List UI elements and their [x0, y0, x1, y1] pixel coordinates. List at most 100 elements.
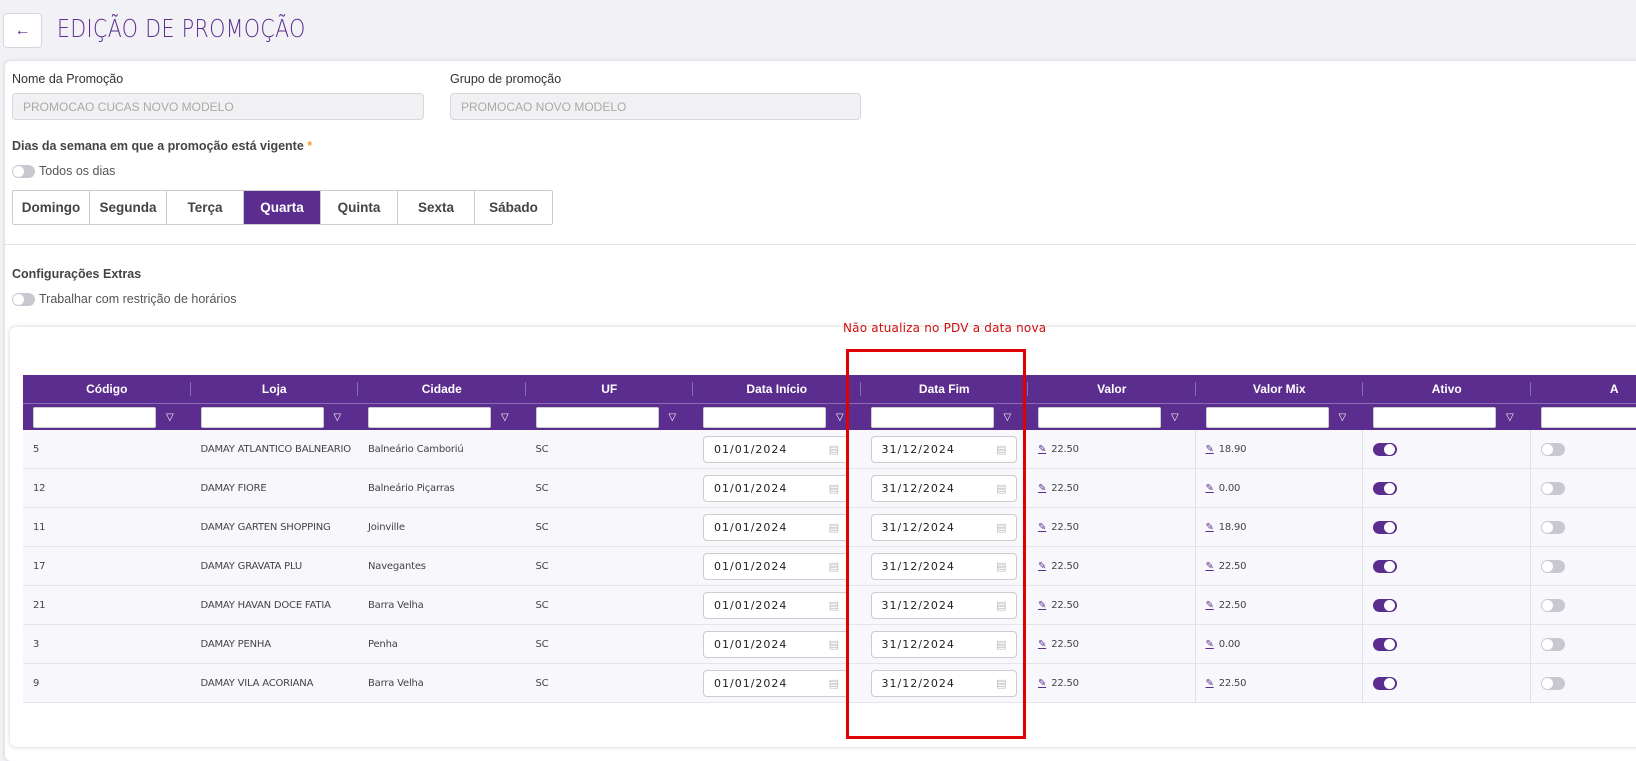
cell-cidade: Penha [358, 625, 526, 663]
filter-icon[interactable]: ▽ [1506, 412, 1514, 423]
cell-mix[interactable]: ✎22.50 [1196, 586, 1364, 624]
edit-icon[interactable]: ✎ [1038, 639, 1046, 650]
filter-input[interactable] [1038, 407, 1161, 428]
edit-icon[interactable]: ✎ [1206, 678, 1214, 689]
cell-codigo: 17 [23, 547, 191, 585]
restricao-toggle[interactable] [12, 293, 35, 306]
extra-toggle[interactable] [1541, 638, 1565, 651]
extra-toggle[interactable] [1541, 482, 1565, 495]
filter-input[interactable] [201, 407, 324, 428]
filter-input[interactable] [536, 407, 659, 428]
cell-valor[interactable]: ✎22.50 [1028, 508, 1196, 546]
filter-icon[interactable]: ▽ [334, 412, 342, 423]
cell-extra [1531, 469, 1636, 507]
filter-input[interactable] [368, 407, 491, 428]
edit-icon[interactable]: ✎ [1038, 444, 1046, 455]
cell-valor[interactable]: ✎22.50 [1028, 664, 1196, 702]
cell-valor[interactable]: ✎22.50 [1028, 469, 1196, 507]
extra-toggle[interactable] [1541, 599, 1565, 612]
ativo-toggle[interactable] [1373, 560, 1397, 573]
ativo-toggle[interactable] [1373, 443, 1397, 456]
calendar-icon[interactable]: ▤ [829, 443, 840, 456]
date-input-inicio[interactable]: 01/01/2024▤ [703, 514, 849, 541]
cell-mix[interactable]: ✎ 22.50 [1196, 664, 1364, 702]
cell-uf: SC [526, 586, 694, 624]
date-input-inicio[interactable]: 01/01/2024▤ [703, 631, 849, 658]
calendar-icon[interactable]: ▤ [829, 677, 840, 690]
ativo-toggle[interactable] [1373, 638, 1397, 651]
calendar-icon[interactable]: ▤ [829, 521, 840, 534]
filter-icon[interactable]: ▽ [166, 412, 174, 423]
calendar-icon[interactable]: ▤ [829, 638, 840, 651]
cell-codigo: 21 [23, 586, 191, 624]
cell-mix[interactable]: ✎18.90 [1196, 508, 1364, 546]
date-input-inicio[interactable]: 01/01/2024▤ [703, 436, 849, 463]
calendar-icon[interactable]: ▤ [829, 482, 840, 495]
ativo-toggle[interactable] [1373, 677, 1397, 690]
cell-mix[interactable]: ✎0.00 [1196, 469, 1364, 507]
edit-icon[interactable]: ✎ [1206, 639, 1214, 650]
edit-icon[interactable]: ✎ [1206, 522, 1214, 533]
edit-icon[interactable]: ✎ [1206, 600, 1214, 611]
date-input-inicio[interactable]: 01/01/2024▤ [703, 553, 849, 580]
edit-icon[interactable]: ✎ [1038, 522, 1046, 533]
filter-icon[interactable]: ▽ [1171, 412, 1179, 423]
value-text: 0.00 [1219, 639, 1240, 650]
date-input-inicio[interactable]: 01/01/2024▤ [703, 475, 849, 502]
cell-cidade: Balneário Camboriú [358, 430, 526, 468]
extra-toggle[interactable] [1541, 443, 1565, 456]
cell-valor[interactable]: ✎22.50 [1028, 430, 1196, 468]
edit-icon[interactable]: ✎ [1038, 600, 1046, 611]
cell-inicio: 01/01/2024 ▤ [693, 664, 861, 702]
date-value: 01/01/2024 [714, 677, 787, 690]
day-domingo[interactable]: Domingo [13, 191, 90, 224]
calendar-icon[interactable]: ▤ [829, 560, 840, 573]
edit-icon[interactable]: ✎ [1206, 483, 1214, 494]
day-sexta[interactable]: Sexta [398, 191, 475, 224]
cell-inicio: 01/01/2024▤ [693, 547, 861, 585]
edit-icon[interactable]: ✎ [1038, 561, 1046, 572]
todos-toggle[interactable] [12, 165, 35, 178]
filter-input[interactable] [33, 407, 156, 428]
nome-input[interactable]: PROMOCAO CUCAS NOVO MODELO [12, 93, 424, 120]
cell-valor[interactable]: ✎22.50 [1028, 586, 1196, 624]
day-terça[interactable]: Terça [167, 191, 244, 224]
day-quinta[interactable]: Quinta [321, 191, 398, 224]
value-text: 22.50 [1219, 678, 1247, 689]
filter-input[interactable] [703, 407, 826, 428]
filter-input[interactable] [1206, 407, 1329, 428]
cell-codigo: 5 [23, 430, 191, 468]
edit-icon[interactable]: ✎ [1206, 561, 1214, 572]
filter-row: ▽▽▽▽▽▽▽▽▽ [23, 403, 1636, 430]
day-segunda[interactable]: Segunda [90, 191, 167, 224]
day-quarta[interactable]: Quarta [244, 191, 321, 224]
filter-icon[interactable]: ▽ [501, 412, 509, 423]
cell-valor[interactable]: ✎22.50 [1028, 547, 1196, 585]
filter-input[interactable] [1373, 407, 1496, 428]
filter-icon[interactable]: ▽ [1339, 412, 1347, 423]
ativo-toggle[interactable] [1373, 482, 1397, 495]
date-input-inicio[interactable]: 01/01/2024 ▤ [703, 670, 849, 697]
back-button[interactable]: ← [3, 13, 42, 48]
edit-icon[interactable]: ✎ [1206, 444, 1214, 455]
extra-toggle[interactable] [1541, 560, 1565, 573]
ativo-toggle[interactable] [1373, 521, 1397, 534]
date-input-inicio[interactable]: 01/01/2024▤ [703, 592, 849, 619]
filter-icon[interactable]: ▽ [836, 412, 844, 423]
cell-mix[interactable]: ✎18.90 [1196, 430, 1364, 468]
edit-icon[interactable]: ✎ [1038, 483, 1046, 494]
cell-valor[interactable]: ✎22.50 [1028, 625, 1196, 663]
day-sábado[interactable]: Sábado [475, 191, 552, 224]
cell-mix[interactable]: ✎ 22.50 [1196, 547, 1364, 585]
filter-input[interactable] [1541, 407, 1636, 428]
calendar-icon[interactable]: ▤ [829, 599, 840, 612]
extra-toggle[interactable] [1541, 677, 1565, 690]
filter-icon[interactable]: ▽ [669, 412, 677, 423]
ativo-toggle[interactable] [1373, 599, 1397, 612]
cell-mix[interactable]: ✎ 0.00 [1196, 625, 1364, 663]
value-text: 22.50 [1219, 561, 1247, 572]
grupo-input[interactable]: PROMOCAO NOVO MODELO [450, 93, 861, 120]
extra-toggle[interactable] [1541, 521, 1565, 534]
edit-icon[interactable]: ✎ [1038, 678, 1046, 689]
